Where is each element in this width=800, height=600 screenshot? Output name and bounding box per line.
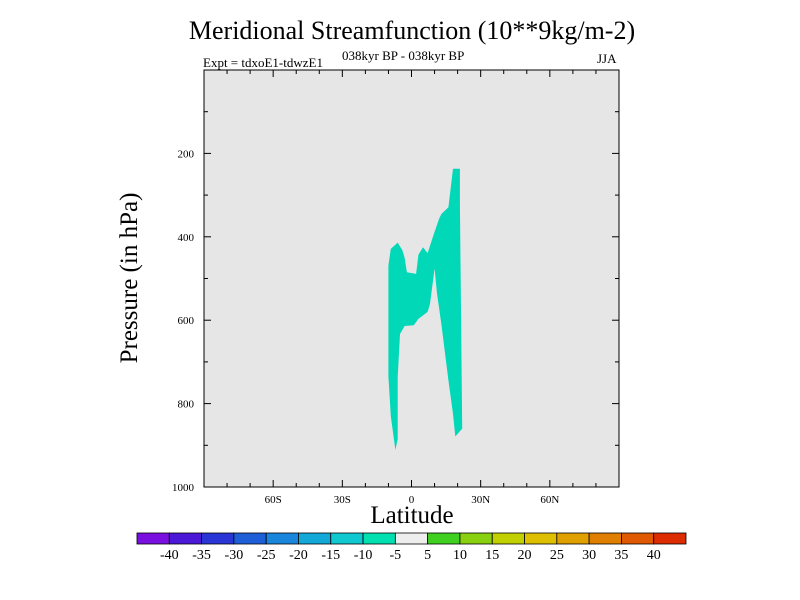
- y-tick-label: 800: [178, 399, 195, 411]
- colorbar-label: -20: [289, 548, 308, 563]
- season-label: JJA: [597, 51, 617, 66]
- colorbar-label: -5: [390, 548, 402, 563]
- colorbar-swatch: [459, 532, 493, 545]
- y-tick-label: 400: [178, 232, 195, 244]
- x-tick-label: 60N: [540, 494, 559, 506]
- y-tick-label: 600: [178, 315, 195, 327]
- x-tick-label: 30N: [471, 494, 490, 506]
- colorbar-swatch: [298, 532, 332, 545]
- x-axis-label: Latitude: [370, 502, 454, 529]
- y-tick-label: 1000: [172, 482, 195, 494]
- chart-title: Meridional Streamfunction (10**9kg/m-2): [188, 16, 636, 45]
- filled-region: [388, 168, 463, 450]
- colorbar-label: 20: [518, 548, 532, 563]
- colorbar-label: -10: [354, 548, 373, 563]
- colorbar-swatch: [588, 532, 622, 545]
- x-tick-label: 60S: [265, 494, 282, 506]
- colorbar-swatch: [394, 532, 429, 545]
- colorbar-swatch: [233, 532, 267, 545]
- x-tick-label: 30S: [334, 494, 351, 506]
- colorbar-label: -25: [257, 548, 276, 563]
- colorbar-label: 40: [647, 548, 661, 563]
- colorbar-label: -40: [160, 548, 179, 563]
- colorbar-swatch: [524, 532, 558, 545]
- colorbar-swatch: [653, 532, 687, 545]
- colorbar-label: -30: [225, 548, 244, 563]
- y-tick-label: 200: [178, 148, 195, 160]
- period-label: 038kyr BP - 038kyr BP: [342, 48, 465, 63]
- colorbar-swatch: [621, 532, 655, 545]
- colorbar-swatch: [427, 532, 461, 545]
- colorbar-swatch: [265, 532, 299, 545]
- colorbar: -40 -35 -30 -25 -20 -15 -10 -5 5 10 15 20 25 30 35 40: [136, 532, 687, 563]
- colorbar-swatch: [491, 532, 525, 545]
- axes: 200 400 600 800 1000 60S 30S 0 30N 60N: [172, 70, 620, 506]
- colorbar-label: 5: [424, 548, 431, 563]
- colorbar-label: 30: [582, 548, 596, 563]
- colorbar-label: -35: [192, 548, 211, 563]
- colorbar-label: 10: [453, 548, 467, 563]
- colorbar-swatch: [362, 532, 396, 545]
- colorbar-label: -15: [321, 548, 340, 563]
- x-tick-label: 0: [409, 494, 415, 506]
- colorbar-label: 25: [550, 548, 564, 563]
- colorbar-swatch: [136, 532, 170, 545]
- experiment-label: Expt = tdxoE1-tdwzE1: [203, 55, 323, 70]
- filled-regions: [388, 168, 463, 450]
- colorbar-swatch: [168, 532, 202, 545]
- colorbar-label: 35: [614, 548, 628, 563]
- colorbar-label: 15: [485, 548, 499, 563]
- colorbar-swatch: [330, 532, 364, 545]
- colorbar-swatch: [201, 532, 235, 545]
- colorbar-swatch: [556, 532, 590, 545]
